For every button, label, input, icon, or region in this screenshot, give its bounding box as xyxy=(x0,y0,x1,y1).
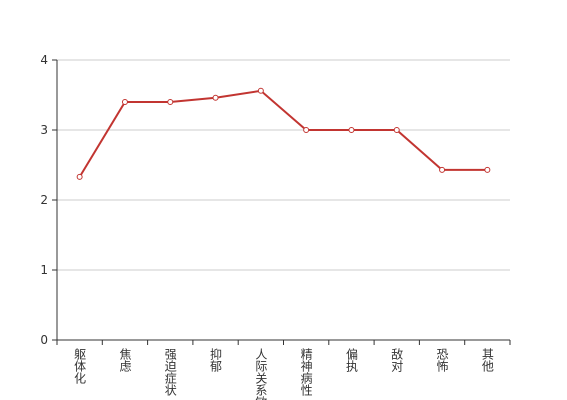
y-tick-label: 0 xyxy=(40,333,48,347)
point xyxy=(439,166,446,173)
x-tick-label: 精神病性 xyxy=(299,348,313,397)
point xyxy=(348,127,355,133)
point xyxy=(76,173,83,180)
point xyxy=(121,99,128,105)
point xyxy=(212,94,219,101)
y-tick-label: 2 xyxy=(40,193,48,207)
x-tick-label: 人际关系敏感 xyxy=(254,348,268,400)
y-tick-label: 4 xyxy=(40,53,48,67)
point xyxy=(393,127,400,133)
x-tick-label: 焦虑 xyxy=(118,348,132,372)
x-tick-label: 躯体化 xyxy=(73,347,87,385)
x-tick-label: 敌对 xyxy=(390,347,404,372)
y-tick-label: 1 xyxy=(40,263,48,277)
point xyxy=(167,99,174,105)
x-tick-label: 恐怖 xyxy=(435,348,449,372)
y-tick-label: 3 xyxy=(40,123,48,137)
x-tick-label: 偏执 xyxy=(344,347,358,373)
x-tick-label: 抑郁 xyxy=(209,347,223,373)
point xyxy=(257,87,264,94)
point xyxy=(303,127,310,133)
x-tick-label: 其他 xyxy=(480,348,494,372)
x-tick-label: 强迫症状 xyxy=(163,348,177,396)
point xyxy=(484,166,491,173)
line xyxy=(78,89,488,178)
